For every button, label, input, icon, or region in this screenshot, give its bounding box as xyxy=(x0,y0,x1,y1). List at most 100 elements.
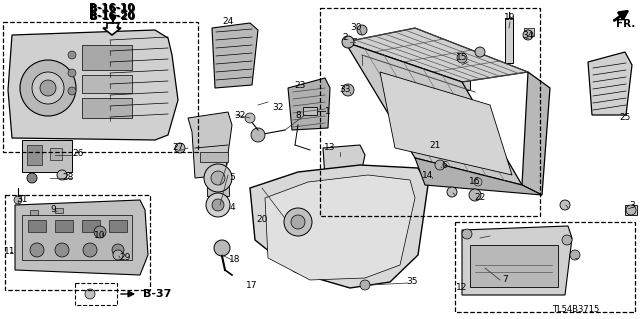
Bar xyxy=(303,107,317,115)
Text: B-16-10: B-16-10 xyxy=(90,4,136,14)
Text: 13: 13 xyxy=(324,144,336,152)
Text: FR.: FR. xyxy=(616,19,636,29)
Circle shape xyxy=(57,170,67,180)
Text: 20: 20 xyxy=(256,216,268,225)
Text: 2: 2 xyxy=(342,33,348,42)
Bar xyxy=(524,28,534,36)
Circle shape xyxy=(85,289,95,299)
Polygon shape xyxy=(462,226,572,295)
Circle shape xyxy=(626,205,636,215)
Bar xyxy=(5,195,150,290)
Bar xyxy=(55,208,63,213)
Bar xyxy=(207,178,229,196)
Bar xyxy=(430,173,442,181)
Circle shape xyxy=(204,164,232,192)
Polygon shape xyxy=(15,200,148,275)
Circle shape xyxy=(462,229,472,239)
Bar xyxy=(28,220,46,232)
Bar xyxy=(200,152,228,162)
Circle shape xyxy=(284,208,312,236)
Polygon shape xyxy=(323,145,365,178)
Text: 35: 35 xyxy=(406,278,418,286)
Text: B-37: B-37 xyxy=(143,289,171,299)
Circle shape xyxy=(68,69,76,77)
Text: 30: 30 xyxy=(350,24,362,33)
Text: 19: 19 xyxy=(504,13,516,23)
Circle shape xyxy=(430,141,444,155)
Bar xyxy=(82,220,100,232)
Bar xyxy=(75,283,117,305)
Circle shape xyxy=(342,84,354,96)
Text: 21: 21 xyxy=(429,140,441,150)
Text: 11: 11 xyxy=(4,248,16,256)
Circle shape xyxy=(113,250,123,260)
Circle shape xyxy=(30,243,44,257)
Circle shape xyxy=(206,193,230,217)
Bar xyxy=(505,18,513,63)
Polygon shape xyxy=(345,42,522,185)
Text: 28: 28 xyxy=(62,174,74,182)
Bar xyxy=(344,38,356,46)
Circle shape xyxy=(523,30,533,40)
Text: 3: 3 xyxy=(629,202,635,211)
Polygon shape xyxy=(288,78,330,130)
Circle shape xyxy=(212,199,224,211)
Circle shape xyxy=(560,200,570,210)
Text: 22: 22 xyxy=(474,192,486,202)
Polygon shape xyxy=(380,72,512,175)
Circle shape xyxy=(435,160,445,170)
Polygon shape xyxy=(8,30,178,140)
Bar xyxy=(455,55,470,90)
Polygon shape xyxy=(188,112,232,178)
Circle shape xyxy=(27,173,37,183)
Circle shape xyxy=(245,113,255,123)
Bar xyxy=(50,148,62,160)
Circle shape xyxy=(55,243,69,257)
Circle shape xyxy=(570,250,580,260)
Text: 17: 17 xyxy=(246,280,258,290)
Polygon shape xyxy=(345,28,528,82)
Text: 15: 15 xyxy=(456,54,468,63)
Text: B-16-20: B-16-20 xyxy=(89,11,135,21)
Text: 6: 6 xyxy=(441,160,447,169)
Polygon shape xyxy=(588,52,632,115)
Circle shape xyxy=(342,36,354,48)
Circle shape xyxy=(357,25,367,35)
Circle shape xyxy=(94,226,106,238)
Text: 32: 32 xyxy=(234,110,246,120)
Text: 10: 10 xyxy=(94,231,106,240)
Circle shape xyxy=(291,215,305,229)
Text: 23: 23 xyxy=(294,80,306,90)
Circle shape xyxy=(14,196,22,204)
Text: 34: 34 xyxy=(522,31,534,40)
Circle shape xyxy=(562,235,572,245)
Bar xyxy=(625,205,637,215)
Circle shape xyxy=(214,240,230,256)
Bar xyxy=(320,8,540,216)
Text: 12: 12 xyxy=(456,284,468,293)
Text: 24: 24 xyxy=(222,18,234,26)
Text: 33: 33 xyxy=(339,85,351,94)
Circle shape xyxy=(32,72,64,104)
Circle shape xyxy=(475,47,485,57)
Text: 18: 18 xyxy=(229,256,241,264)
Circle shape xyxy=(447,187,457,197)
Polygon shape xyxy=(212,23,258,88)
Circle shape xyxy=(211,171,225,185)
Polygon shape xyxy=(103,23,121,35)
Text: 4: 4 xyxy=(229,204,235,212)
Polygon shape xyxy=(522,72,550,195)
Circle shape xyxy=(83,243,97,257)
Circle shape xyxy=(360,280,370,290)
Circle shape xyxy=(68,51,76,59)
Polygon shape xyxy=(107,23,119,27)
Text: TL54B3715: TL54B3715 xyxy=(552,306,600,315)
Circle shape xyxy=(20,60,76,116)
Bar xyxy=(3,22,198,152)
Text: 14: 14 xyxy=(422,170,434,180)
Text: 29: 29 xyxy=(119,253,131,262)
Bar xyxy=(30,210,38,215)
Bar xyxy=(455,222,635,312)
Polygon shape xyxy=(250,165,428,288)
Bar xyxy=(55,220,73,232)
